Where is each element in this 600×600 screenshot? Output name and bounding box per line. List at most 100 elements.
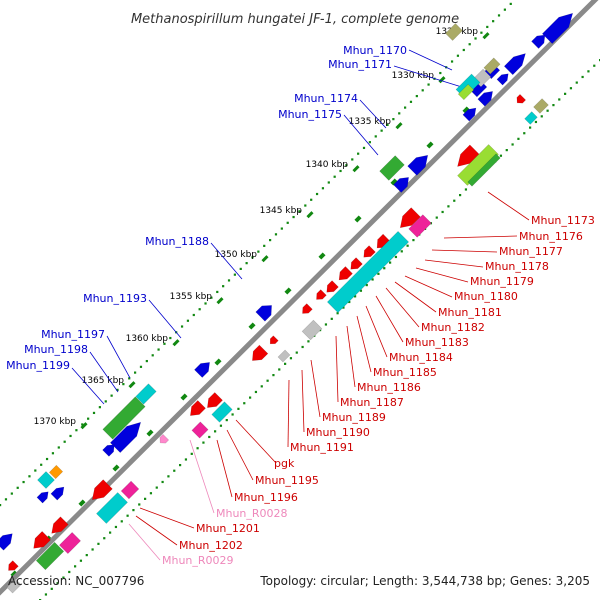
- minus-track-dot: [243, 402, 246, 405]
- minus-track-dot: [295, 351, 298, 354]
- minus-track-dot: [126, 514, 129, 517]
- gene-plus-arrow[interactable]: [0, 530, 16, 551]
- rna-feature-arrow[interactable]: [157, 433, 170, 445]
- scale-tick-mark: [395, 122, 403, 130]
- plus-track-dot: [462, 48, 465, 52]
- minus-track-dot: [109, 531, 112, 534]
- gene-feature-green[interactable]: [102, 396, 146, 440]
- gene-plus-arrow[interactable]: [50, 484, 67, 501]
- gene-feature-green[interactable]: [35, 541, 65, 571]
- strand-dash: [390, 178, 398, 186]
- gene-feature-grey[interactable]: [301, 319, 323, 341]
- gene-plus-arrow[interactable]: [531, 32, 549, 49]
- plus-track-dot: [10, 492, 13, 495]
- gene-features[interactable]: [0, 8, 578, 594]
- plus-track-dot: [474, 37, 477, 40]
- leader-line: [365, 305, 388, 358]
- plus-track-dot: [40, 463, 43, 466]
- gene-label-minus: Mhun_1201: [196, 522, 260, 535]
- gene-minus-arrow[interactable]: [348, 257, 363, 273]
- minus-track-dot: [179, 464, 182, 467]
- plus-track-dot: [269, 239, 272, 242]
- gene-minus-arrow[interactable]: [361, 245, 376, 261]
- gene-minus-arrow[interactable]: [514, 93, 527, 105]
- minus-track-dot: [330, 317, 333, 320]
- minus-track-dot: [564, 92, 567, 95]
- gene-feature-magenta[interactable]: [120, 480, 140, 500]
- minus-track-dot: [103, 537, 106, 540]
- minus-track-dot: [266, 379, 269, 382]
- gene-feature-olive[interactable]: [533, 98, 549, 114]
- scale-tick-label: 1370 kbp: [34, 417, 77, 427]
- plus-track-dot: [180, 325, 184, 328]
- gene-feature-olive[interactable]: [445, 23, 463, 41]
- gene-feature-lime[interactable]: [457, 83, 475, 101]
- gene-minus-arrow[interactable]: [300, 303, 313, 317]
- plus-track-dot: [357, 152, 360, 155]
- scale-tick-mark: [128, 381, 136, 389]
- gene-feature-cyan[interactable]: [37, 471, 55, 489]
- minus-track-dot: [459, 194, 462, 197]
- gene-feature-magenta[interactable]: [59, 532, 81, 554]
- gene-plus-arrow[interactable]: [503, 49, 529, 76]
- gene-minus-arrow[interactable]: [396, 207, 421, 233]
- gene-plus-arrow[interactable]: [407, 151, 433, 176]
- plus-track-dot: [57, 446, 60, 449]
- scale-tick-label: 1340 kbp: [306, 160, 349, 170]
- gene-plus-arrow[interactable]: [393, 173, 412, 193]
- gene-feature-cyan[interactable]: [211, 401, 233, 423]
- gene-feature-green[interactable]: [467, 153, 501, 187]
- gene-feature-magenta[interactable]: [191, 421, 209, 439]
- minus-track-dot: [231, 413, 234, 416]
- plus-track-dot: [421, 89, 424, 92]
- plus-track-dot: [409, 100, 413, 103]
- gene-minus-arrow[interactable]: [268, 335, 279, 347]
- gene-minus-arrow[interactable]: [336, 266, 353, 284]
- gene-plus-arrow[interactable]: [194, 358, 213, 378]
- gene-feature-grey[interactable]: [6, 578, 22, 594]
- gene-feature-olive[interactable]: [483, 57, 501, 75]
- gene-feature-grey[interactable]: [277, 349, 291, 363]
- gene-feature-orange[interactable]: [48, 464, 64, 480]
- plus-track-dot: [0, 504, 2, 507]
- gene-feature-cyan[interactable]: [326, 230, 410, 314]
- minus-track-dot: [284, 362, 287, 365]
- gene-plus-arrow[interactable]: [477, 88, 496, 107]
- gene-feature-green[interactable]: [379, 155, 405, 181]
- gene-minus-arrow[interactable]: [453, 144, 480, 171]
- minus-track-dot: [412, 239, 415, 242]
- gene-minus-arrow[interactable]: [29, 531, 51, 552]
- gene-plus-arrow[interactable]: [36, 489, 51, 504]
- minus-track-dot: [144, 497, 147, 500]
- leader-line: [408, 49, 453, 71]
- gene-plus-arrow[interactable]: [102, 442, 118, 457]
- gene-minus-arrow[interactable]: [88, 479, 113, 505]
- gene-minus-arrow[interactable]: [203, 392, 223, 411]
- gene-minus-arrow[interactable]: [248, 344, 269, 365]
- gene-label-minus: Mhun_1178: [485, 260, 549, 273]
- accession-text: Accession: NC_007796: [8, 574, 144, 588]
- minus-track-dot: [173, 469, 176, 472]
- gene-plus-arrow[interactable]: [255, 301, 277, 322]
- gene-minus-arrow[interactable]: [314, 289, 327, 303]
- map-title: Methanospirillum hungatei JF-1, complete…: [131, 12, 459, 27]
- gene-plus-arrow[interactable]: [109, 417, 145, 454]
- gene-plus-arrow[interactable]: [541, 8, 577, 45]
- gene-minus-arrow[interactable]: [324, 280, 339, 296]
- gene-label-minus: Mhun_1187: [340, 396, 404, 409]
- gene-feature-cyan[interactable]: [135, 383, 157, 405]
- plus-track-dot: [222, 285, 225, 288]
- minus-track-dot: [278, 368, 281, 371]
- gene-minus-arrow[interactable]: [48, 516, 69, 538]
- gene-minus-arrow[interactable]: [186, 400, 206, 419]
- plus-track-dot: [98, 406, 101, 409]
- minus-track-dot: [447, 205, 450, 208]
- gene-feature-cyan[interactable]: [524, 111, 538, 125]
- gene-plus-arrow[interactable]: [462, 105, 479, 122]
- gene-feature-magenta[interactable]: [408, 214, 432, 238]
- gene-plus-arrow[interactable]: [496, 71, 511, 86]
- gene-minus-arrow[interactable]: [6, 560, 19, 574]
- gene-feature-cyan[interactable]: [96, 492, 128, 524]
